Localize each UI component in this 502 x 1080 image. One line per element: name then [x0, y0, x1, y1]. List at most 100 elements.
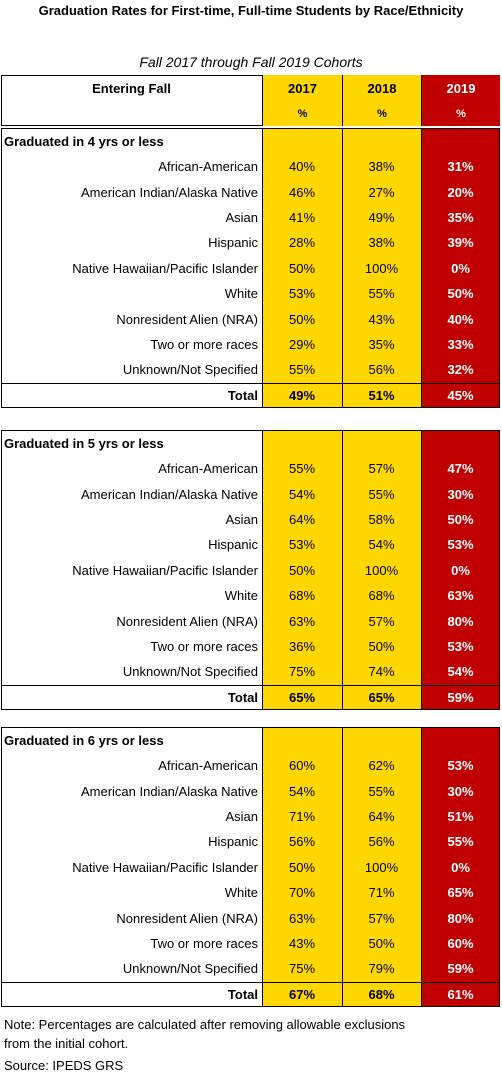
cell: 54% [368, 537, 395, 553]
row-label: Asian [225, 808, 258, 824]
header-year: 2017 [262, 75, 342, 101]
row-label: Unknown/Not Specified [122, 664, 258, 680]
row-label: Total [227, 689, 258, 705]
row-label: African-American [158, 159, 258, 175]
cell: 65% [447, 885, 474, 901]
section-border [1, 727, 500, 1007]
cell: 79% [368, 961, 395, 977]
cell: 62% [368, 758, 395, 774]
cell: 55% [368, 286, 395, 302]
cell: 100% [364, 260, 399, 276]
cell: 41% [288, 209, 316, 225]
cell: 50% [368, 638, 395, 654]
cell: 63% [288, 613, 316, 629]
cell: 47% [447, 461, 474, 477]
cell: 30% [447, 783, 474, 799]
cell: 75% [288, 961, 316, 977]
cell: 58% [368, 511, 395, 527]
header-year: 2018 [342, 75, 421, 101]
cell: 54% [447, 664, 474, 680]
cell: 30% [447, 486, 474, 502]
row-label: White [224, 885, 258, 901]
column-fill [421, 430, 500, 710]
cell: 51% [368, 387, 395, 403]
cell: 32% [447, 362, 474, 378]
section-heading: Graduated in 4 yrs or less [4, 133, 164, 149]
section-heading: Graduated in 6 yrs or less [4, 732, 164, 748]
row-label: Two or more races [150, 935, 258, 951]
cell: 68% [368, 588, 395, 604]
source: Source: IPEDS GRS [4, 1058, 124, 1073]
cell: 54% [288, 783, 316, 799]
cell: 53% [447, 638, 474, 654]
cell: 80% [447, 910, 474, 926]
column-fill [342, 128, 421, 408]
cell: 33% [447, 336, 474, 352]
cell: 38% [368, 235, 395, 251]
subtitle: Fall 2017 through Fall 2019 Cohorts [139, 54, 363, 70]
column-fill [262, 727, 342, 1007]
row-label: Hispanic [208, 834, 258, 850]
cell: 65% [368, 689, 395, 705]
row-label: White [224, 588, 258, 604]
cell: 53% [447, 537, 474, 553]
row-label: Asian [225, 209, 258, 225]
header-unit: % [262, 101, 342, 126]
cell: 35% [368, 336, 395, 352]
cell: 36% [288, 638, 316, 654]
cell: 70% [288, 885, 316, 901]
row-label: Total [227, 986, 258, 1002]
cell: 49% [368, 209, 395, 225]
cell: 39% [447, 235, 474, 251]
cell: 63% [447, 588, 474, 604]
cell: 60% [288, 758, 316, 774]
cell: 68% [368, 986, 395, 1002]
cell: 55% [288, 362, 316, 378]
column-fill [342, 430, 421, 710]
cell: 55% [288, 461, 316, 477]
cell: 46% [288, 184, 316, 200]
column-fill [342, 727, 421, 1007]
header-unit: % [421, 101, 500, 126]
cell: 50% [288, 562, 316, 578]
cell: 53% [447, 758, 474, 774]
cell: 55% [368, 783, 395, 799]
cell: 50% [368, 935, 395, 951]
cell: 55% [447, 834, 474, 850]
column-fill [421, 727, 500, 1007]
title: Graduation Rates for First-time, Full-ti… [38, 3, 464, 18]
cell: 56% [288, 834, 316, 850]
row-label: Nonresident Alien (NRA) [116, 613, 258, 629]
total-rule [1, 382, 500, 384]
row-label: Nonresident Alien (NRA) [116, 311, 258, 327]
cell: 61% [447, 986, 474, 1002]
row-label: Total [227, 387, 258, 403]
cell: 75% [288, 664, 316, 680]
cell: 64% [368, 808, 395, 824]
cell: 51% [447, 808, 474, 824]
column-fill [262, 430, 342, 710]
row-label: Two or more races [150, 638, 258, 654]
cell: 29% [288, 336, 316, 352]
row-label: Nonresident Alien (NRA) [116, 910, 258, 926]
cell: 56% [368, 834, 395, 850]
cell: 100% [364, 562, 399, 578]
cell: 55% [368, 486, 395, 502]
cell: 64% [288, 511, 316, 527]
row-label: Hispanic [208, 537, 258, 553]
section-heading: Graduated in 5 yrs or less [4, 435, 164, 451]
total-rule [1, 981, 500, 983]
cell: 65% [288, 689, 316, 705]
cell: 27% [368, 184, 395, 200]
cell: 71% [288, 808, 316, 824]
cell: 28% [288, 235, 316, 251]
cell: 100% [364, 859, 399, 875]
cell: 68% [288, 588, 316, 604]
cell: 0% [451, 260, 470, 276]
cell: 57% [368, 613, 395, 629]
section-border [1, 430, 500, 710]
cell: 50% [288, 311, 316, 327]
cell: 43% [368, 311, 395, 327]
column-fill [262, 128, 342, 408]
